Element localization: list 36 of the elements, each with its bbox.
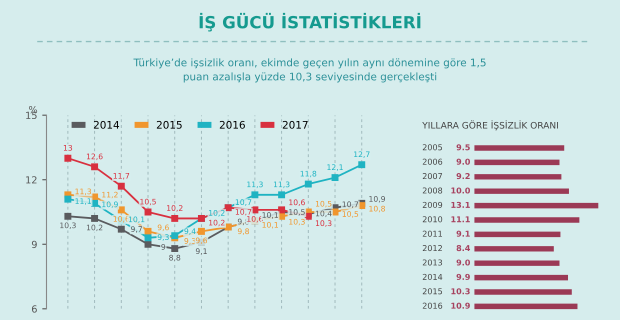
- y-tick-label: 2016: [422, 302, 442, 309]
- data-label: 9.0: [456, 158, 470, 165]
- y-tick-label: 2008: [422, 187, 442, 194]
- y-tick-label: 2009: [422, 202, 442, 208]
- y-tick-label: 2015: [422, 288, 442, 294]
- legend-label: 2017: [282, 120, 308, 129]
- y-tick-label: 2010: [422, 216, 442, 222]
- chart-title: İŞ GÜCÜ İSTATİSTİKLERİ: [200, 12, 420, 32]
- data-label: 11.1: [451, 216, 470, 222]
- legend-label: 2016: [220, 120, 245, 129]
- y-tick-label: 2005: [422, 144, 442, 150]
- data-label: 9.5: [456, 144, 470, 150]
- y-tick-label: 15: [26, 112, 37, 120]
- data-label: 10.3: [451, 288, 470, 294]
- y-tick-label: 2012: [422, 245, 442, 252]
- data-label: 9.0: [456, 259, 470, 266]
- data-label: 8.4: [456, 245, 470, 252]
- data-label: 9.1: [456, 230, 470, 237]
- data-label: 10.0: [451, 187, 470, 194]
- chart-title: YILLARA GÖRE İŞSİZLİK ORANI: [422, 120, 558, 130]
- y-tick-label: 2013: [422, 259, 442, 266]
- data-label: 13.1: [451, 202, 470, 208]
- legend-label: 2014: [94, 120, 120, 129]
- y-tick-label: 2011: [422, 230, 442, 237]
- y-tick-label: 2014: [422, 274, 442, 280]
- y-tick-label: 2007: [422, 173, 442, 180]
- y-tick-label: 6: [32, 305, 37, 313]
- chart-subtitle: Türkiye’de işsizlik oranı, ekimde geçen yılın aynı dönemine göre 1,5 puan azalışla yüzde 10,3 seviyesinde gerçekleşti: [133, 58, 486, 82]
- y-tick-label: 9: [32, 240, 37, 248]
- data-label: 9.9: [456, 274, 470, 280]
- data-label: 9.2: [456, 173, 470, 180]
- y-tick-label: 2006: [422, 158, 442, 165]
- y-axis-title: %: [28, 106, 38, 114]
- y-tick-label: 12: [26, 176, 36, 184]
- data-label: 10.9: [451, 302, 470, 309]
- legend-label: 2015: [156, 120, 182, 129]
